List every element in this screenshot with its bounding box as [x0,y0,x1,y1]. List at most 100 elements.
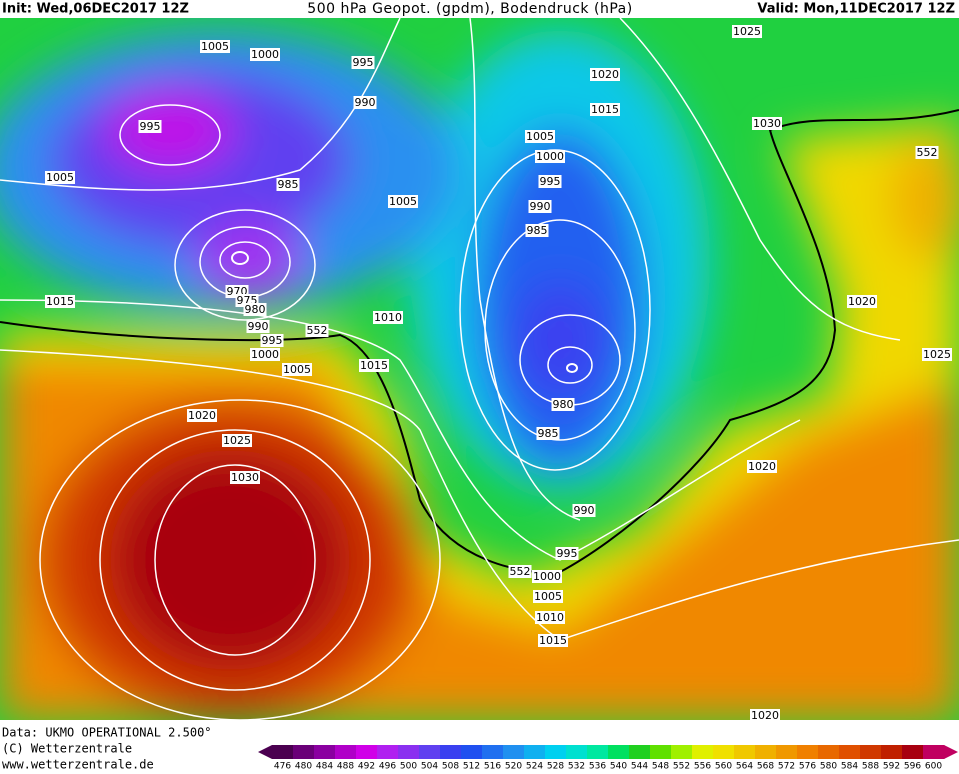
isobar-label: 1015 [539,634,567,647]
scale-label: 476 [274,762,291,771]
isobar-label: 985 [527,224,548,237]
isobar-label: 990 [248,320,269,333]
scale-label: 572 [778,762,795,771]
scale-label: 544 [631,762,648,771]
label-bg [747,460,777,473]
scale-label: 480 [295,762,312,771]
isobar-label: 1030 [231,471,259,484]
scale-swatch [902,745,924,759]
scale-swatch [461,745,483,759]
label-bg [373,311,403,324]
scale-label: 592 [883,762,900,771]
scale-swatch [608,745,630,759]
label-bg [200,40,230,53]
label-bg [538,175,562,188]
isobar-labels: 1005100099599099510059851005970975980990… [45,25,952,722]
scale-label: 552 [673,762,690,771]
isobar-label: 995 [557,547,578,560]
scale-swatch [293,745,315,759]
label-bg [230,471,260,484]
label-bg [590,103,620,116]
scale-label: 508 [442,762,459,771]
label-bg [536,427,560,440]
isobar-label: 985 [538,427,559,440]
label-bg [535,150,565,163]
data-source: Data: UKMO OPERATIONAL 2.500° [2,726,212,740]
scale-swatch [755,745,777,759]
scale-swatch [713,745,735,759]
scale-end-left [258,745,272,759]
isobar-label: 990 [530,200,551,213]
isobar-label: 995 [140,120,161,133]
label-bg [535,611,565,624]
label-bg [222,434,252,447]
label-bg [351,56,375,69]
scale-swatch [356,745,378,759]
scale-label: 556 [694,762,711,771]
scale-swatch [482,745,504,759]
scale-swatch [818,745,840,759]
scale-swatch [923,745,945,759]
scale-label: 568 [757,762,774,771]
map-title: 500 hPa Geopot. (gpdm), Bodendruck (hPa) [307,1,632,17]
scale-swatch [503,745,525,759]
label-bg [915,146,939,159]
scale-label: 560 [715,762,732,771]
label-bg [525,130,555,143]
label-bg [282,363,312,376]
scale-label: 492 [358,762,375,771]
isobar-label: 980 [245,303,266,316]
isobar-label: 1020 [848,295,876,308]
scale-label: 496 [379,762,396,771]
label-bg [525,224,549,237]
scale-swatch [881,745,903,759]
scale-label: 596 [904,762,921,771]
scale-label: 540 [610,762,627,771]
isobar-label: 1005 [46,171,74,184]
label-bg [555,547,579,560]
isobar-label: 1025 [733,25,761,38]
scale-label: 516 [484,762,501,771]
label-bg [533,590,563,603]
isobar-label: 1000 [251,348,279,361]
scale-label: 512 [463,762,480,771]
label-bg [359,359,389,372]
label-bg [551,398,575,411]
scale-swatch [860,745,882,759]
isobar-label: 995 [262,334,283,347]
isobar-label: 1010 [536,611,564,624]
scale-swatch [629,745,651,759]
scale-swatch [377,745,399,759]
scale-swatch [524,745,546,759]
scale-label: 580 [820,762,837,771]
isobar-label: 1005 [283,363,311,376]
isobar-label: 990 [355,96,376,109]
isobar-label: 1015 [46,295,74,308]
scale-label: 532 [568,762,585,771]
isobar-label: 1030 [753,117,781,130]
scale-label: 536 [589,762,606,771]
label-bg [260,334,284,347]
isobar-label: 1005 [389,195,417,208]
scale-label: 500 [400,762,417,771]
scale-swatch [398,745,420,759]
scale-label: 484 [316,762,333,771]
isobar-label: 1000 [251,48,279,61]
scale-swatch [650,745,672,759]
scale-label: 564 [736,762,753,771]
isobar-label: 552 [917,146,938,159]
scale-swatch [692,745,714,759]
scale-label: 588 [862,762,879,771]
label-bg [246,320,270,333]
isobar-label: 1015 [360,359,388,372]
scale-label: 504 [421,762,438,771]
label-bg [508,565,532,578]
isobar-label: 985 [278,178,299,191]
isobar-label: 1015 [591,103,619,116]
label-bg [732,25,762,38]
scale-label: 524 [526,762,543,771]
label-bg [532,570,562,583]
scale-swatch [776,745,798,759]
isobar-label: 1025 [923,348,951,361]
